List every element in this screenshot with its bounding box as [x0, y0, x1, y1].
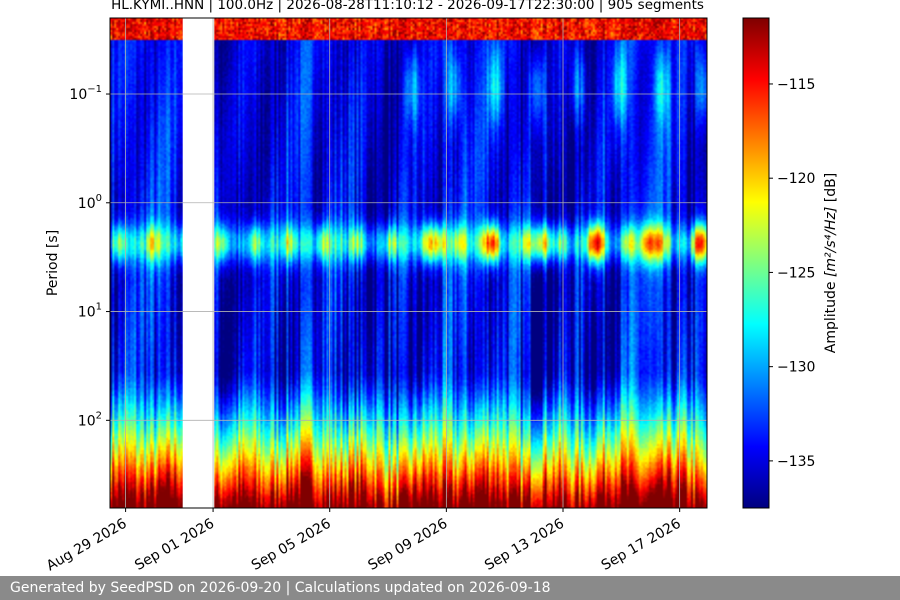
colorbar-frame — [742, 17, 770, 509]
x-tick-label: Sep 09 2026 — [366, 516, 451, 574]
colorbar-tick-label: −120 — [777, 171, 815, 187]
colorbar-tick-label: −135 — [777, 454, 815, 470]
footer-bar: Generated by SeedPSD on 2026-09-20 | Cal… — [0, 576, 900, 600]
x-tick-label: Sep 17 2026 — [599, 516, 684, 574]
y-tick-label: 100 — [78, 193, 102, 212]
y-tick-label: 10−1 — [69, 84, 102, 103]
colorbar-label: Amplitude [m²/s⁴/Hz] [dB] — [823, 173, 839, 353]
data-gap — [182, 18, 215, 508]
plot-frame — [109, 17, 708, 509]
y-axis-label: Period [s] — [45, 230, 61, 296]
x-tick-label: Sep 01 2026 — [132, 516, 217, 574]
colorbar-gradient — [743, 18, 769, 508]
y-axis-ticks: 10−1 100 101 102 — [69, 84, 110, 429]
colorbar-ticks: −115 −120 −125 −130 −135 — [769, 77, 815, 470]
colorbar-tick-label: −125 — [777, 265, 815, 281]
data-gap-layer — [182, 18, 215, 508]
y-tick-label: 102 — [78, 410, 102, 429]
x-axis-ticks: Aug 29 2026 Sep 01 2026 Sep 05 2026 Sep 09 … — [44, 508, 684, 574]
x-tick-label: Aug 29 2026 — [44, 516, 130, 575]
spectrogram-chart: 10−1 100 101 102 Aug 29 2026 Sep 01 2026 Sep … — [44, 17, 839, 574]
footer-text: Generated by SeedPSD on 2026-09-20 | Cal… — [10, 580, 551, 596]
x-tick-label: Sep 05 2026 — [249, 516, 334, 574]
x-tick-label: Sep 13 2026 — [482, 516, 567, 574]
colorbar-label-unit: m²/s⁴/Hz — [823, 211, 839, 271]
colorbar: −115 −120 −125 −130 −135 Amplitude [m²/s⁴/Hz… — [742, 17, 839, 509]
colorbar-tick-label: −115 — [777, 77, 815, 93]
colorbar-tick-label: −130 — [777, 360, 815, 376]
chart-title: HL.KYMI..HNN | 100.0Hz | 2026-08-28T11:1… — [111, 0, 704, 13]
grid-lines — [110, 18, 707, 508]
y-tick-label: 101 — [78, 302, 102, 321]
